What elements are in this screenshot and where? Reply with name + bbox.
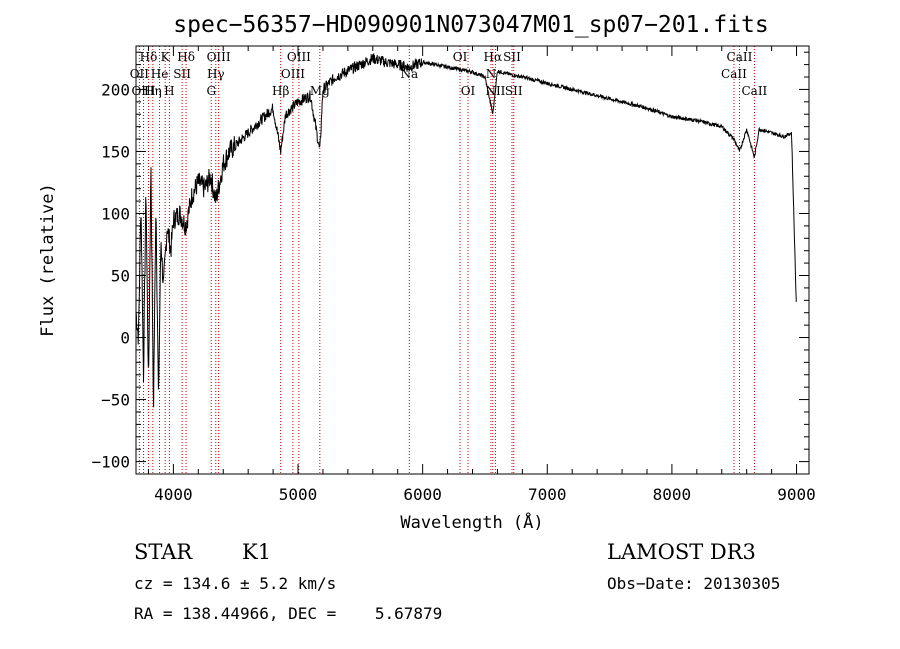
- spectral-line-label: OI: [453, 50, 468, 64]
- x-tick-label: 7000: [528, 485, 567, 504]
- redshift-cz: cz = 134.6 ± 5.2 km/s: [134, 574, 337, 593]
- observation-date: Obs−Date: 20130305: [607, 574, 781, 593]
- spectral-line-label: He: [151, 67, 169, 81]
- spectral-line-label: Hγ: [207, 67, 225, 81]
- flux-series: [135, 53, 797, 408]
- spectral-line-label: Na: [400, 67, 418, 81]
- spectral-line-label: Hα: [484, 50, 503, 64]
- spectral-line-label: K: [161, 50, 171, 64]
- spectral-line-label: SII: [173, 67, 191, 81]
- spectral-line-label: OIII: [207, 50, 231, 64]
- y-tick-label: 200: [101, 80, 130, 99]
- spectral-line-label: OIII: [281, 67, 305, 81]
- spectral-line-label: H: [164, 84, 174, 98]
- y-tick-label: 0: [120, 329, 130, 348]
- survey-name: LAMOST DR3: [607, 540, 756, 564]
- spectral-line-label: CaII: [727, 50, 753, 64]
- spectral-line-label: CaII: [741, 84, 767, 98]
- x-axis-label: Wavelength (Å): [400, 511, 543, 533]
- spectral-line-label: Hη: [144, 84, 162, 98]
- spectral-line-label: Hβ: [272, 84, 289, 98]
- x-tick-label: 4000: [154, 485, 193, 504]
- object-subclass: K1: [242, 540, 272, 564]
- y-tick-label: −100: [91, 453, 130, 472]
- chart-title: spec−56357−HD090901N073047M01_sp07−201.f…: [173, 12, 768, 38]
- spectral-line-label: G: [206, 84, 216, 98]
- y-tick-label: −50: [101, 391, 130, 410]
- spectral-line-label: SII: [505, 84, 523, 98]
- spectral-line-label: OII: [130, 67, 150, 81]
- y-axis-ticks: −100 −50 0 50 100 150 200: [91, 51, 809, 472]
- x-tick-label: 6000: [403, 485, 442, 504]
- spectral-line-markers: [138, 46, 755, 474]
- x-tick-label: 5000: [279, 485, 318, 504]
- spectral-line-label: Hδ: [177, 50, 195, 64]
- object-type: STAR: [134, 540, 193, 564]
- y-tick-label: 150: [101, 142, 130, 161]
- y-axis-label: Flux (relative): [38, 183, 58, 337]
- spectral-line-label: Mg: [310, 84, 330, 98]
- x-axis-ticks: 4000 5000 6000 7000 8000 9000: [147, 46, 816, 504]
- spectral-line-label: OIII: [287, 50, 311, 64]
- y-tick-label: 50: [111, 267, 130, 286]
- spectral-line-label: CaII: [721, 67, 747, 81]
- spectral-line-label: N: [486, 67, 497, 81]
- spectral-line-label: OIII: [131, 84, 155, 98]
- x-tick-label: 9000: [777, 485, 816, 504]
- flux-line: [135, 53, 797, 408]
- spectral-line-label: SII: [503, 50, 521, 64]
- coordinates: RA = 138.44966, DEC = 5.67879: [134, 604, 443, 623]
- plot-frame: [135, 45, 810, 475]
- spectral-line-label: OI: [461, 84, 476, 98]
- spectral-line-label: Hδ: [140, 50, 158, 64]
- spectral-line-label: NII: [485, 84, 505, 98]
- x-tick-label: 8000: [653, 485, 692, 504]
- y-tick-label: 100: [101, 204, 130, 223]
